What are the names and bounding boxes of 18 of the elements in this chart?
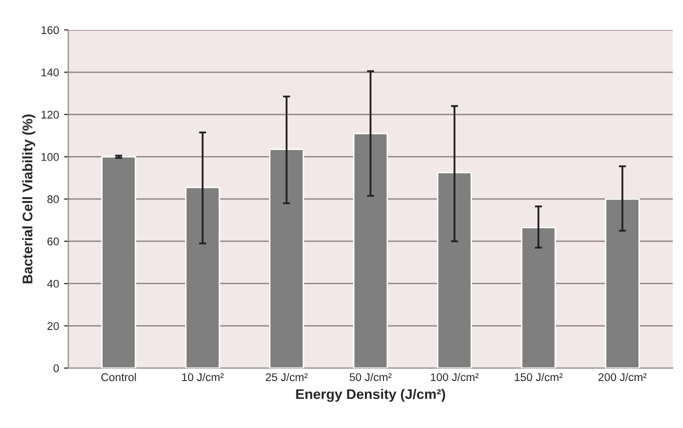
x-tick-label: 25 J/cm²	[266, 372, 308, 382]
x-tick-label: Control	[101, 372, 136, 382]
x-tick-label: 10 J/cm²	[182, 372, 224, 382]
y-tick-label: 60	[47, 238, 59, 246]
x-tick-label: 150 J/cm²	[514, 372, 563, 382]
y-tick-label: 80	[47, 195, 59, 204]
x-tick-label: 100 J/cm²	[430, 372, 479, 382]
y-tick-label: 0	[54, 364, 59, 372]
x-tick-label: 50 J/cm²	[350, 372, 392, 382]
x-axis-title: Energy Density (J/cm²)	[296, 388, 446, 402]
y-tick-label: 20	[47, 322, 59, 330]
y-tick-label: 140	[42, 68, 59, 76]
y-tick-label: 160	[42, 26, 59, 34]
y-tick-label: 40	[47, 280, 59, 288]
x-tick-label: 200 J/cm²	[598, 372, 647, 382]
y-tick-label: 120	[42, 110, 59, 119]
y-axis-title: Bacterial Cell Viability (%)	[22, 114, 36, 284]
y-tick-label: 100	[42, 153, 59, 161]
